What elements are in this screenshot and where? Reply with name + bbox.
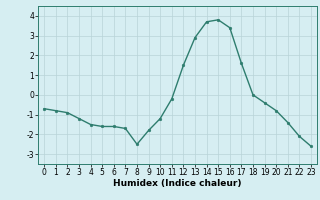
X-axis label: Humidex (Indice chaleur): Humidex (Indice chaleur): [113, 179, 242, 188]
